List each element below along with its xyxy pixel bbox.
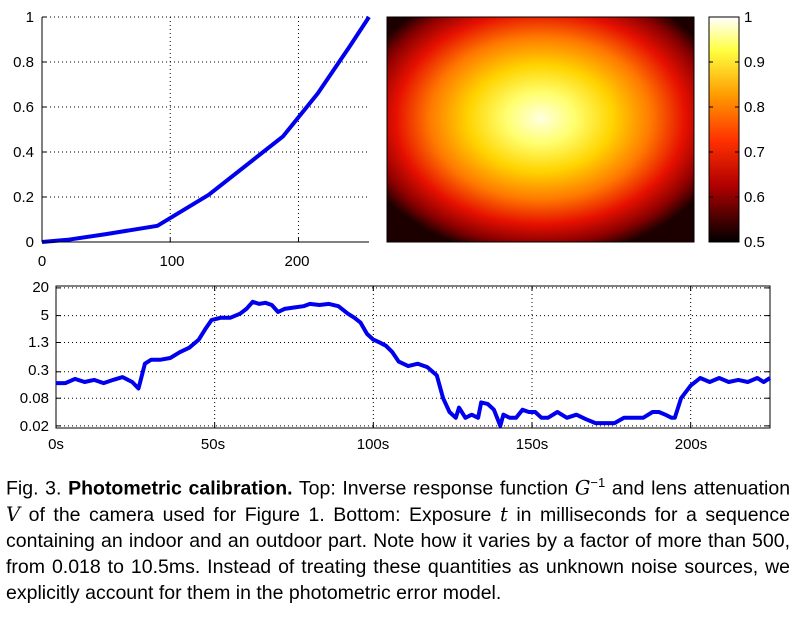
exposure-ytick: 5 [41, 307, 49, 324]
attenuation-heatmap [386, 16, 695, 243]
exposure-xtick: 0s [48, 436, 64, 453]
figure-caption: Fig. 3. Photometric calibration. Top: In… [6, 470, 790, 606]
colorbar: 1 0.9 0.8 0.7 0.6 0.5 [708, 9, 765, 251]
caption-label: Fig. 3. [6, 477, 62, 500]
response-xtick: 200 [284, 253, 309, 270]
colorbar-tick: 0.6 [744, 189, 765, 206]
colorbar-tick: 0.7 [744, 144, 765, 161]
exposure-line [56, 299, 772, 428]
response-ytick: 0.2 [13, 189, 34, 206]
caption-symbol: V [6, 502, 21, 526]
colorbar-tick: 0.5 [744, 234, 765, 251]
response-ytick: 0.4 [13, 144, 34, 161]
exposure-ytick: 20 [32, 279, 49, 296]
exposure-xtick: 150s [516, 436, 549, 453]
exposure-ticks [55, 286, 770, 428]
attenuation-image [386, 16, 695, 243]
caption-symbol: t [499, 502, 508, 526]
response-ytick: 0.8 [13, 54, 34, 71]
response-grid [42, 16, 369, 242]
colorbar-ticks [709, 16, 739, 243]
colorbar-strip [708, 16, 740, 243]
exposure-xtick: 50s [201, 436, 225, 453]
exposure-ytick: 0.3 [28, 362, 49, 379]
caption-text: of the camera used for Figure 1. Bottom:… [28, 503, 492, 526]
exposure-grid [56, 286, 770, 428]
figure: 1 0.8 0.6 0.4 0.2 0 0 100 200 1 0.9 0.8 … [13, 9, 772, 453]
exposure-xtick: 100s [357, 436, 390, 453]
colorbar-tick: 0.9 [744, 54, 765, 71]
exposure-xtick: 200s [675, 436, 708, 453]
exposure-ytick: 0.08 [20, 390, 49, 407]
exposure-plot: 20 5 1.3 0.3 0.08 0.02 0s 50s 100s 150s … [20, 279, 772, 453]
exposure-ytick: 0.02 [20, 418, 49, 435]
response-ytick: 0 [26, 234, 34, 251]
exposure-axes-box [55, 285, 771, 429]
response-plot: 1 0.8 0.6 0.4 0.2 0 0 100 200 [13, 9, 371, 270]
caption-title: Photometric calibration. [68, 477, 293, 500]
caption-text: in milliseconds for a sequence containin… [6, 503, 790, 604]
response-ytick: 0.6 [13, 99, 34, 116]
response-line [41, 15, 371, 244]
caption-text: Top: Inverse response function [298, 477, 569, 500]
colorbar-tick: 1 [744, 9, 752, 26]
response-ytick: 1 [26, 9, 34, 26]
caption-symbol: G [574, 476, 591, 500]
response-xtick: 100 [159, 253, 184, 270]
colorbar-tick: 0.8 [744, 99, 765, 116]
caption-text: and lens attenuation [611, 477, 791, 500]
exposure-ytick: 1.3 [28, 334, 49, 351]
response-xtick: 0 [38, 253, 46, 270]
caption-superscript: −1 [590, 475, 606, 490]
response-ticks [41, 16, 369, 243]
